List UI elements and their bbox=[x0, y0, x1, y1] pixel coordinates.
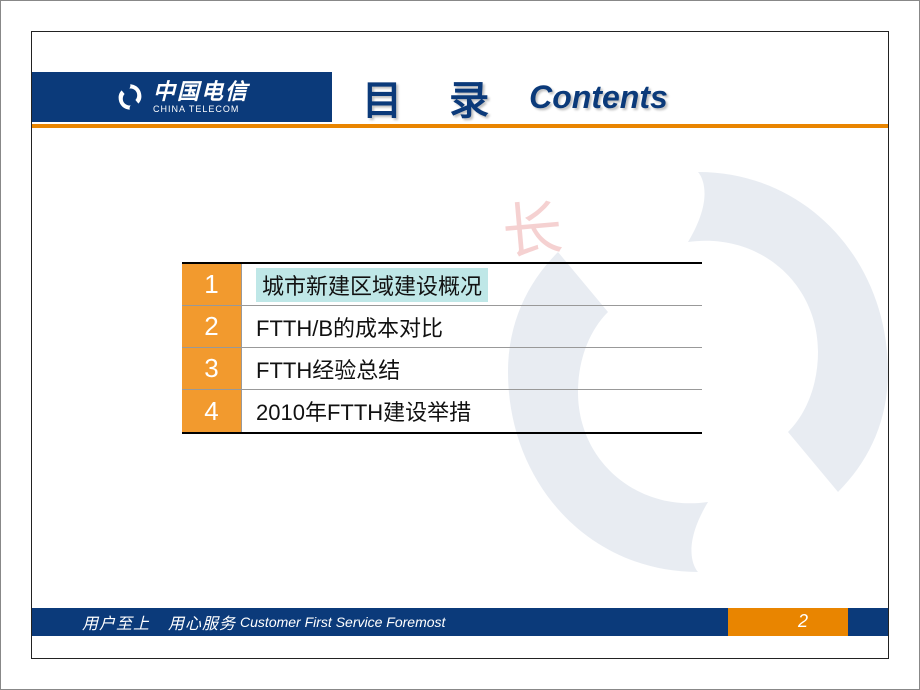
toc-num: 1 bbox=[182, 264, 242, 305]
footer-cn2: 用心服务 bbox=[168, 610, 236, 634]
title-en: Contents bbox=[529, 79, 668, 116]
slide-container: 中国电信 CHINA TELECOM 目 录 Contents 长 1 城市新建… bbox=[0, 0, 920, 690]
toc-label: 城市新建区域建设概况 bbox=[242, 264, 702, 305]
header-divider bbox=[32, 124, 888, 128]
china-telecom-logo-icon bbox=[115, 82, 145, 112]
contents-table: 1 城市新建区域建设概况 2 FTTH/B的成本对比 3 FTTH经验总结 4 … bbox=[182, 262, 702, 434]
footer-en: Customer First Service Foremost bbox=[240, 614, 445, 630]
toc-label: FTTH/B的成本对比 bbox=[242, 306, 702, 347]
logo-text: 中国电信 CHINA TELECOM bbox=[153, 81, 249, 114]
toc-row: 2 FTTH/B的成本对比 bbox=[182, 306, 702, 348]
title-cn: 目 录 bbox=[362, 68, 507, 126]
logo-block: 中国电信 CHINA TELECOM bbox=[32, 72, 332, 122]
toc-num: 2 bbox=[182, 306, 242, 347]
toc-label: 2010年FTTH建设举措 bbox=[242, 390, 702, 432]
watermark-stamp-icon: 长 bbox=[498, 180, 565, 272]
header-bar: 中国电信 CHINA TELECOM 目 录 Contents bbox=[32, 72, 888, 122]
logo-cn: 中国电信 bbox=[153, 81, 249, 103]
footer-cn1: 用户至上 bbox=[82, 610, 150, 634]
toc-row: 1 城市新建区域建设概况 bbox=[182, 264, 702, 306]
toc-row: 4 2010年FTTH建设举措 bbox=[182, 390, 702, 432]
toc-num: 4 bbox=[182, 390, 242, 432]
toc-row: 3 FTTH经验总结 bbox=[182, 348, 702, 390]
footer-accent bbox=[728, 608, 848, 636]
title-block: 目 录 Contents bbox=[332, 72, 888, 122]
page-number: 2 bbox=[798, 611, 808, 632]
logo-en: CHINA TELECOM bbox=[153, 105, 249, 114]
toc-label: FTTH经验总结 bbox=[242, 348, 702, 389]
toc-num: 3 bbox=[182, 348, 242, 389]
slide-inner: 中国电信 CHINA TELECOM 目 录 Contents 长 1 城市新建… bbox=[31, 31, 889, 659]
